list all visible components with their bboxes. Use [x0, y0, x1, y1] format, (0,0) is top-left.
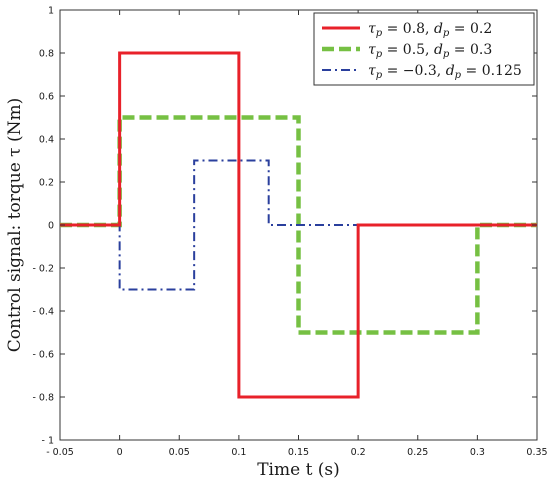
y-tick-label: - 1: [42, 436, 55, 447]
y-tick-label: 1: [48, 6, 54, 17]
legend-entry-3: τp = −0.3, dp = 0.125: [368, 63, 522, 81]
legend-entry-2: τp = 0.5, dp = 0.3: [368, 42, 492, 60]
y-tick-label: 0.6: [39, 92, 54, 103]
y-tick-label: 0.8: [39, 49, 54, 60]
y-tick-label: - 0.4: [32, 307, 54, 318]
x-tick-label: - 0.05: [46, 447, 74, 458]
x-tick-label: 0.05: [169, 447, 190, 458]
legend: τp = 0.8, dp = 0.2 τp = 0.5, dp = 0.3 τp =…: [313, 12, 535, 86]
y-tick-label: 0.2: [39, 178, 54, 189]
tick-labels-layer: - 0.05 0 0.05 0.1 0.15 0.2 0.25 0.3 0.35 1 0.8 0.6 0…: [32, 6, 547, 459]
y-tick-label: - 0.8: [32, 393, 54, 404]
ticks-layer: [59, 9, 538, 441]
x-tick-label: 0.15: [288, 447, 309, 458]
y-tick-label: 0.4: [39, 135, 54, 146]
y-tick-label: - 0.2: [32, 264, 54, 275]
legend-entry-1: τp = 0.8, dp = 0.2: [368, 21, 492, 39]
series-layer: [60, 51, 537, 399]
y-tick-label: 0: [48, 221, 54, 232]
x-tick-label: 0.25: [407, 447, 428, 458]
x-axis-label: Time t (s): [257, 460, 340, 480]
x-tick-label: 0: [117, 447, 123, 458]
x-tick-label: 0.1: [231, 447, 246, 458]
x-tick-label: 0.3: [470, 447, 485, 458]
x-tick-label: 0.2: [351, 447, 366, 458]
y-tick-label: - 0.6: [32, 350, 54, 361]
x-tick-label: 0.35: [526, 447, 547, 458]
y-axis-label: Control signal: torque τ (Nm): [5, 98, 25, 352]
series-line-3: [60, 159, 537, 291]
series-line-1: [60, 51, 537, 399]
